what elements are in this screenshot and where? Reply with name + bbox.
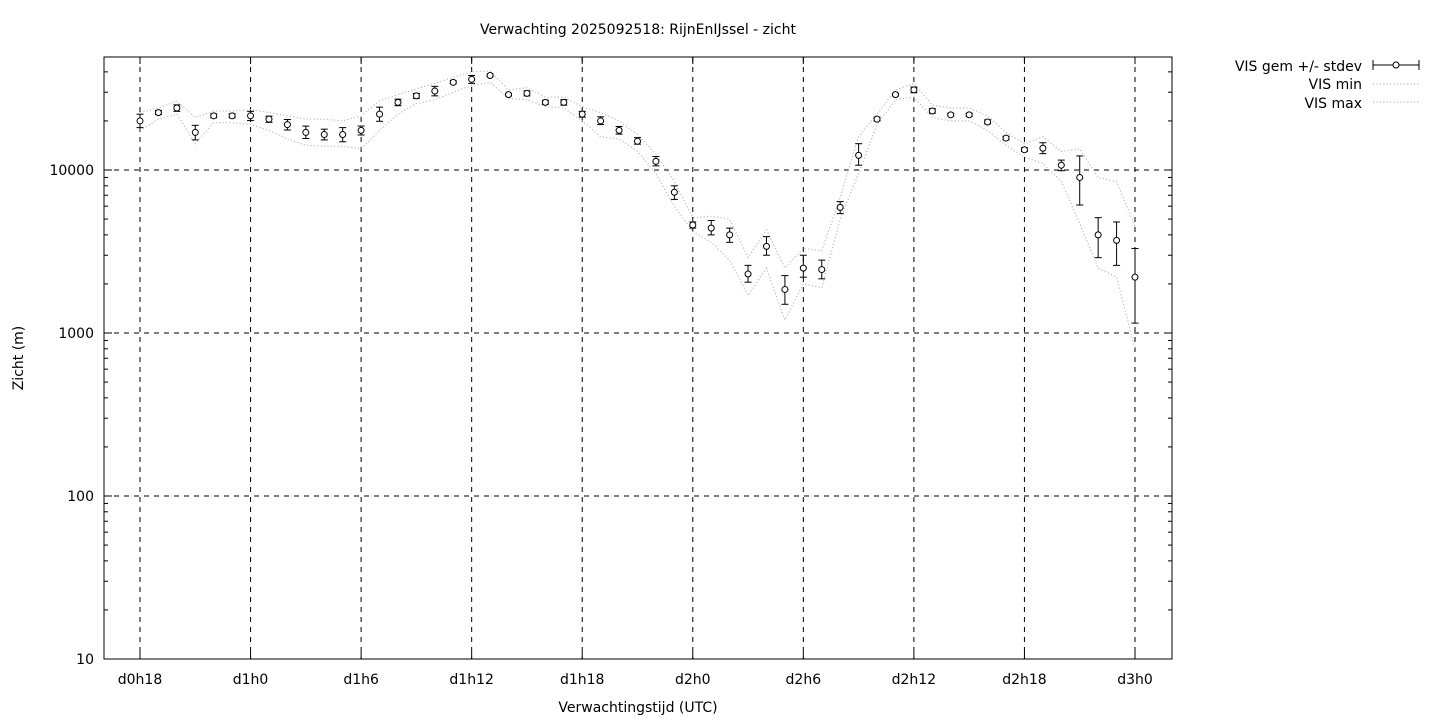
mean-point	[486, 71, 494, 79]
mean-point	[855, 151, 863, 159]
mean-point	[836, 203, 844, 211]
legend-item-mean: VIS gem +/- stdev	[1235, 59, 1420, 75]
error-bar	[1131, 247, 1139, 324]
mean-point	[597, 117, 605, 125]
y-axis-label: Zicht (m)	[11, 326, 27, 391]
mean-point	[560, 98, 568, 106]
mean-point	[578, 110, 586, 118]
mean-point	[431, 87, 439, 95]
mean-point	[302, 128, 310, 136]
mean-point	[357, 126, 365, 134]
mean-point	[818, 266, 826, 274]
mean-point	[762, 242, 770, 250]
mean-point	[320, 131, 328, 139]
y-tick-label: 1000	[58, 326, 94, 342]
mean-point	[1057, 161, 1065, 169]
x-tick-label: d1h12	[449, 672, 493, 688]
mean-point	[228, 112, 236, 120]
mean-point	[726, 231, 734, 239]
legend-label-min: VIS min	[1309, 77, 1362, 93]
x-tick-label: d3h0	[1117, 672, 1153, 688]
mean-point	[283, 121, 291, 129]
mean-point	[615, 126, 623, 134]
legend-item-min: VIS min	[1309, 77, 1419, 93]
y-tick-label: 10	[76, 652, 94, 668]
series-min-line	[139, 81, 1136, 349]
error-bars	[136, 73, 1139, 324]
mean-point	[154, 109, 162, 117]
legend-swatch-mean-marker	[1392, 61, 1400, 69]
mean-point	[707, 224, 715, 232]
mean-point	[799, 264, 807, 272]
mean-point	[1076, 173, 1084, 181]
x-tick-label: d2h18	[1002, 672, 1046, 688]
mean-point	[965, 111, 973, 119]
mean-point	[1113, 236, 1121, 244]
mean-point	[984, 118, 992, 126]
chart-title: Verwachting 2025092518: RijnEnIJssel - z…	[480, 22, 796, 38]
mean-point	[265, 115, 273, 123]
mean-point	[505, 91, 513, 99]
mean-point	[1094, 231, 1102, 239]
y-tick-label: 10000	[49, 163, 94, 179]
vis-max-line	[139, 70, 1136, 270]
legend: VIS gem +/- stdev VIS min VIS max	[1235, 59, 1420, 112]
mean-point	[891, 91, 899, 99]
legend-item-max: VIS max	[1304, 96, 1419, 112]
mean-point	[910, 86, 918, 94]
x-tick-labels: d0h18 d1h0 d1h6 d1h12 d1h18 d2h0 d2h6 d2h12 d2h1…	[118, 672, 1153, 688]
mean-point	[394, 98, 402, 106]
mean-point	[339, 131, 347, 139]
x-tick-label: d2h6	[786, 672, 822, 688]
mean-point	[873, 115, 881, 123]
series-max-line	[139, 70, 1136, 270]
mean-point	[449, 78, 457, 86]
x-tick-label: d1h18	[560, 672, 604, 688]
mean-point	[136, 117, 144, 125]
mean-point	[210, 112, 218, 120]
mean-point	[523, 89, 531, 97]
x-tick-label: d1h0	[233, 672, 269, 688]
grid-lines	[104, 57, 1172, 659]
y-tick-labels: 10 100 1000 10000	[49, 163, 94, 668]
legend-label-mean: VIS gem +/- stdev	[1235, 59, 1362, 75]
mean-point	[670, 188, 678, 196]
mean-point	[928, 107, 936, 115]
mean-point	[652, 157, 660, 165]
mean-point	[781, 285, 789, 293]
mean-point	[412, 92, 420, 100]
x-tick-label: d2h0	[675, 672, 711, 688]
mean-markers	[136, 71, 1139, 293]
mean-point	[744, 270, 752, 278]
y-tick-label: 100	[67, 489, 94, 505]
x-tick-label: d2h12	[892, 672, 936, 688]
mean-point	[1020, 146, 1028, 154]
mean-point	[376, 110, 384, 118]
mean-point	[1131, 273, 1139, 281]
mean-point	[1039, 144, 1047, 152]
plot-border	[103, 56, 1173, 660]
x-tick-label: d1h6	[343, 672, 379, 688]
mean-point	[191, 128, 199, 136]
mean-point	[468, 75, 476, 83]
mean-point	[689, 221, 697, 229]
x-axis-label: Verwachtingstijd (UTC)	[558, 700, 717, 716]
mean-point	[541, 98, 549, 106]
mean-point	[1002, 134, 1010, 142]
mean-point	[247, 112, 255, 120]
x-tick-label: d0h18	[118, 672, 162, 688]
legend-label-max: VIS max	[1304, 96, 1362, 112]
mean-point	[634, 137, 641, 145]
vis-min-line	[139, 81, 1136, 349]
mean-point	[947, 111, 955, 119]
mean-point	[173, 104, 181, 112]
axis-ticks	[104, 57, 1172, 660]
